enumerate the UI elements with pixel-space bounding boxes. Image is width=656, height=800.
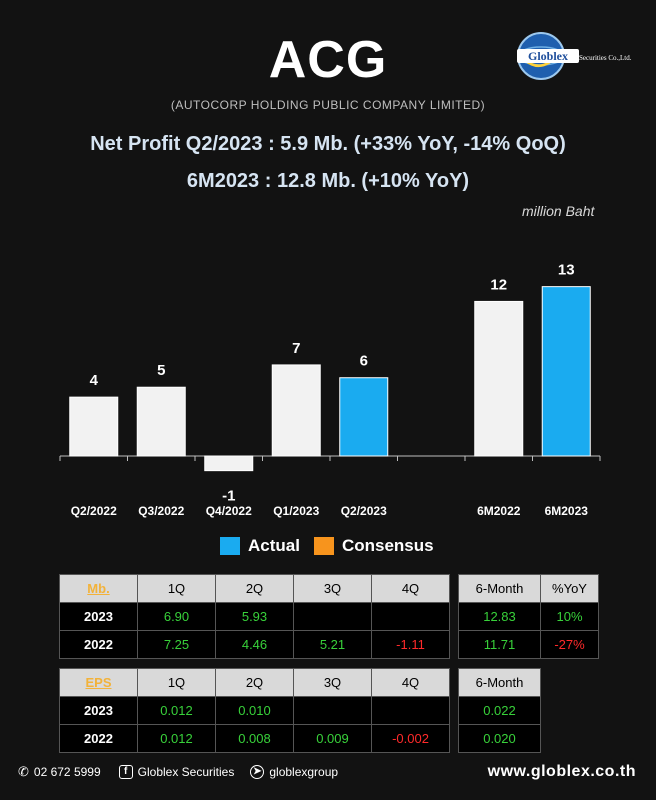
table-row: 2023 6.90 5.93 (59, 602, 450, 631)
tick-label: 6M2023 (545, 504, 589, 518)
header-4q: 4Q (371, 574, 450, 603)
cell-value: 0.012 (137, 696, 216, 725)
headline-quarter: Net Profit Q2/2023 : 5.9 Mb. (+33% YoY, … (90, 133, 566, 155)
cell-value: 11.71 (458, 630, 541, 659)
header-2q: 2Q (215, 668, 294, 697)
row-year: 2023 (59, 696, 138, 725)
table-row: 2022 0.012 0.008 0.009 -0.002 (59, 724, 450, 753)
legend-consensus-label: Consensus (341, 536, 434, 555)
tick-label: Q4/2022 (206, 504, 252, 518)
facebook-icon: f (118, 765, 133, 779)
logo-subtext: Securities Co.,Ltd. (579, 54, 632, 62)
cell-value: 0.008 (215, 724, 294, 753)
cell-value (293, 696, 372, 725)
header-six-month: 6-Month (458, 574, 541, 603)
cell-value: 5.93 (215, 602, 294, 631)
profit-quarter-table: Mb. 1Q 2Q 3Q 4Q 2023 6.90 5.93 2022 7.25… (59, 574, 450, 659)
cell-value: 4.46 (215, 630, 294, 659)
cell-value: 5.21 (293, 630, 372, 659)
bar-q4-2022 (204, 455, 254, 472)
tick-label: Q2/2022 (71, 504, 117, 518)
row-year: 2022 (59, 630, 138, 659)
telegram-icon: ➤ (250, 765, 265, 779)
data-label: 5 (157, 362, 165, 379)
website-link[interactable]: www.globlex.co.th (487, 763, 636, 780)
globlex-logo: Globlex Securities Co.,Ltd. (517, 32, 632, 80)
cell-value: 0.012 (137, 724, 216, 753)
cell-value: 6.90 (137, 602, 216, 631)
tick-label: Q1/2023 (273, 504, 319, 518)
table-row: 2023 0.012 0.010 (59, 696, 450, 725)
bar-q3-2022 (136, 386, 186, 457)
bar-6m2023 (541, 286, 591, 457)
header-1q: 1Q (137, 668, 216, 697)
cell-value (293, 602, 372, 631)
legend-actual-swatch (220, 537, 240, 555)
profit-summary-table: 6-Month %YoY 12.83 10% 11.71 -27% (458, 574, 599, 659)
data-label: 7 (292, 340, 300, 357)
tick-label: Q2/2023 (341, 504, 387, 518)
cell-value: 0.010 (215, 696, 294, 725)
data-label: 6 (360, 353, 368, 370)
cell-value: 12.83 (458, 602, 541, 631)
net-profit-bar-chart: 4 Q2/2022 5 Q3/2022 -1Q4/2022 7 Q1/2023 6 Q2/202… (59, 262, 601, 518)
tick-label: Q3/2022 (138, 504, 184, 518)
data-label: 13 (558, 262, 575, 279)
row-year: 2022 (59, 724, 138, 753)
table-row: 12.83 10% (458, 602, 599, 631)
table-row: 11.71 -27% (458, 630, 599, 659)
header-six-month: 6-Month (458, 668, 541, 697)
legend-consensus-swatch (313, 537, 334, 555)
header-3q: 3Q (293, 574, 372, 603)
header-3q: 3Q (293, 668, 372, 697)
phone-number[interactable]: 02 672 5999 (33, 765, 101, 779)
legend-actual: Actual (220, 536, 300, 556)
row-year: 2023 (59, 602, 138, 631)
headline-six-month: 6M2023 : 12.8 Mb. (+10% YoY) (186, 170, 470, 192)
header-1q: 1Q (137, 574, 216, 603)
chart-legend: Actual Consensus (220, 536, 448, 556)
ticker-title: ACG (268, 31, 388, 89)
cell-value: 0.022 (458, 696, 541, 725)
bar-6m2022 (474, 300, 524, 457)
cell-value: 0.020 (458, 724, 541, 753)
bar-q2-2022 (69, 396, 119, 457)
cell-value: 7.25 (137, 630, 216, 659)
company-name: (AUTOCORP HOLDING PUBLIC COMPANY LIMITED… (170, 98, 486, 112)
eps-summary-table: 6-Month 0.022 0.020 (458, 668, 541, 753)
cell-value (371, 602, 450, 631)
table-row: 0.022 (458, 696, 541, 725)
data-label: 12 (490, 276, 507, 293)
data-label: -1 (222, 488, 235, 505)
cell-value: -27% (540, 630, 599, 659)
facebook-link[interactable]: Globlex Securities (137, 765, 235, 779)
table-row: 0.020 (458, 724, 541, 753)
telegram-link[interactable]: globlexgroup (269, 765, 339, 779)
logo-text: Globlex (528, 49, 568, 63)
legend-consensus: Consensus (313, 536, 434, 556)
phone-icon: ✆ (18, 764, 29, 779)
header-2q: 2Q (215, 574, 294, 603)
table-row: 2022 7.25 4.46 5.21 -1.11 (59, 630, 450, 659)
cell-value: 10% (540, 602, 599, 631)
data-label: 4 (90, 372, 99, 389)
eps-table-key: EPS (59, 668, 138, 697)
unit-label: million Baht (522, 203, 595, 219)
header-4q: 4Q (371, 668, 450, 697)
cell-value: -0.002 (371, 724, 450, 753)
bar-q1-2023 (271, 364, 321, 457)
tick-label: 6M2022 (477, 504, 521, 518)
profit-table-key: Mb. (59, 574, 138, 603)
legend-actual-label: Actual (248, 536, 300, 555)
cell-value (371, 696, 450, 725)
header-yoy: %YoY (540, 574, 599, 603)
footer-contacts: ✆ 02 672 5999 f Globlex Securities ➤ glo… (18, 760, 638, 784)
bar-q2-2023 (339, 377, 389, 457)
cell-value: -1.11 (371, 630, 450, 659)
eps-quarter-table: EPS 1Q 2Q 3Q 4Q 2023 0.012 0.010 2022 0.… (59, 668, 450, 753)
cell-value: 0.009 (293, 724, 372, 753)
